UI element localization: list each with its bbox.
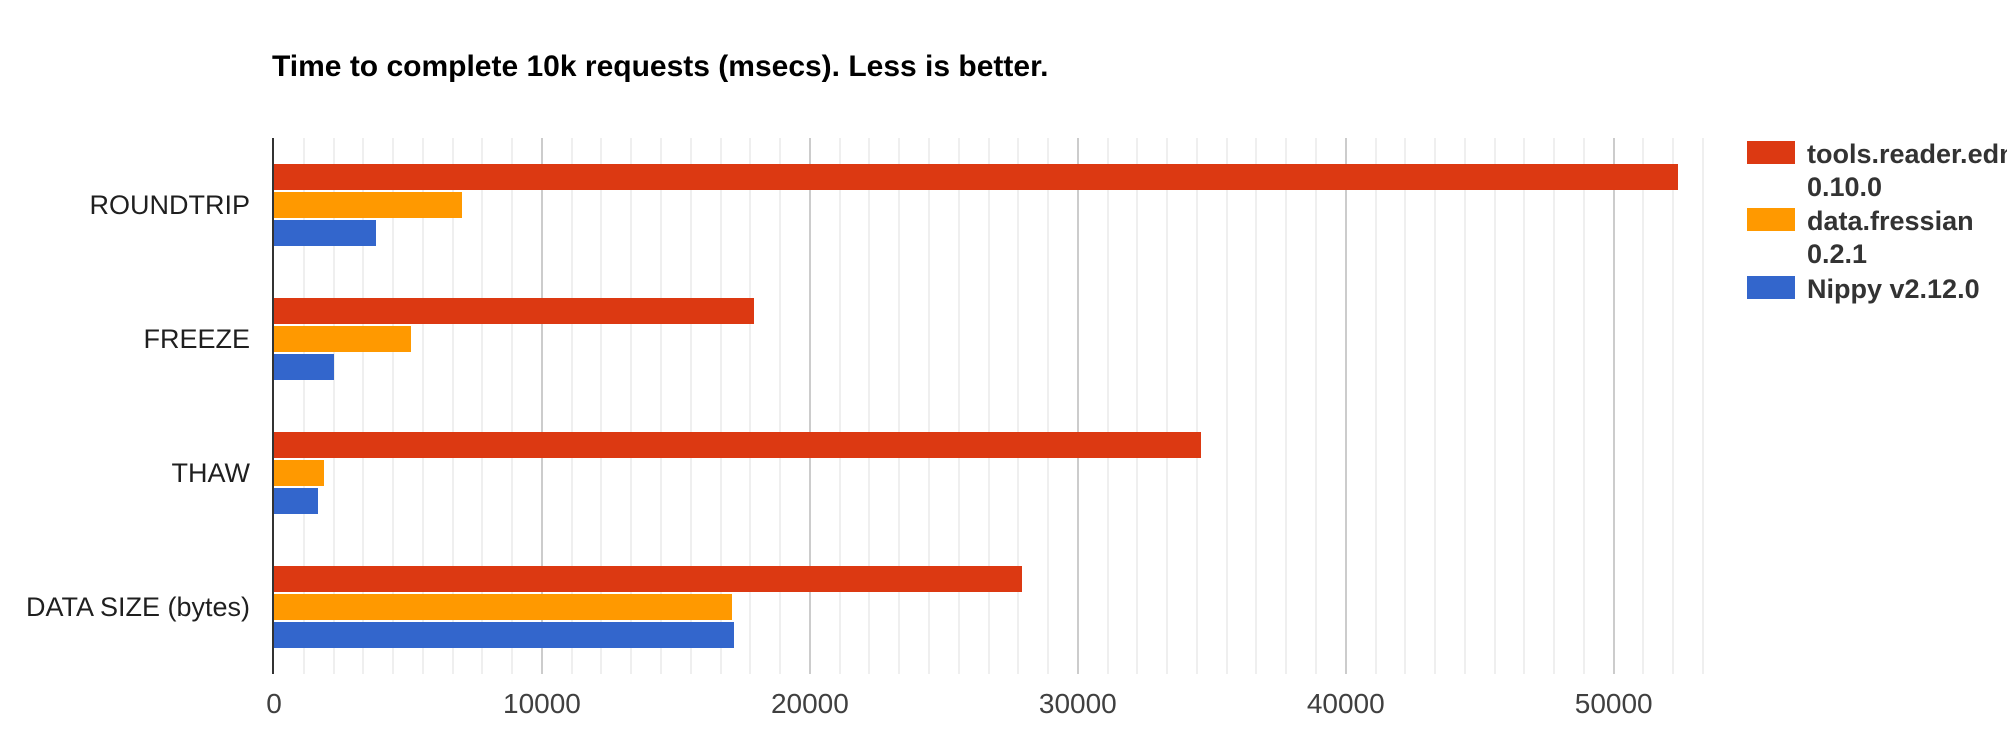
gridline-minor (600, 138, 603, 674)
legend-swatch-data-fressian-0-2-1 (1747, 208, 1795, 231)
gridline-minor (868, 138, 871, 674)
bar-data-size-bytes-nippy-v2-12-0[interactable] (274, 622, 734, 648)
legend-label: Nippy v2.12.0 (1807, 273, 1980, 306)
gridline-major (540, 138, 543, 674)
gridline-minor (1047, 138, 1050, 674)
gridline-minor (1255, 138, 1258, 674)
bar-freeze-tools-reader-edn-0-10-0[interactable] (274, 298, 754, 324)
gridline-major (1076, 138, 1079, 674)
gridline-minor (1166, 138, 1169, 674)
gridline-minor (1285, 138, 1288, 674)
gridline-minor (1136, 138, 1139, 674)
gridline-minor (898, 138, 901, 674)
gridline-minor (779, 138, 782, 674)
category-label-thaw: THAW (171, 458, 250, 488)
gridline-minor (302, 138, 305, 674)
gridline-minor (987, 138, 990, 674)
gridline-minor (451, 138, 454, 674)
x-tick-label-0: 0 (266, 688, 282, 719)
legend-label-line: Nippy v2.12.0 (1807, 274, 1980, 304)
gridline-minor (1017, 138, 1020, 674)
gridline-minor (749, 138, 752, 674)
category-label-data-size-bytes: DATA SIZE (bytes) (25, 592, 250, 622)
gridline-minor (630, 138, 633, 674)
gridline-minor (1493, 138, 1496, 674)
x-tick-label-40000: 40000 (1306, 688, 1385, 719)
legend-label-line: 0.2.1 (1807, 239, 1868, 269)
legend-label-line: tools.reader.edn (1807, 139, 2007, 169)
gridline-minor (719, 138, 722, 674)
category-label-roundtrip: ROUNDTRIP (89, 190, 251, 220)
legend-label: tools.reader.edn 0.10.0 (1807, 138, 2007, 204)
gridline-major (808, 138, 811, 674)
bar-roundtrip-data-fressian-0-2-1[interactable] (274, 192, 462, 218)
gridline-minor (332, 138, 335, 674)
legend-swatch-tools-reader-edn-0-10-0 (1747, 141, 1795, 164)
chart-title: Time to complete 10k requests (msecs). L… (272, 50, 1049, 83)
category-label-freeze: FREEZE (143, 324, 250, 354)
gridline-minor (1225, 138, 1228, 674)
gridline-minor (1582, 138, 1585, 674)
gridline-minor (689, 138, 692, 674)
bar-freeze-nippy-v2-12-0[interactable] (274, 354, 335, 380)
bar-thaw-nippy-v2-12-0[interactable] (274, 488, 319, 514)
gridline-minor (1702, 138, 1704, 674)
gridline-major (1344, 138, 1347, 674)
gridline-major (1612, 138, 1615, 674)
gridline-minor (481, 138, 484, 674)
legend-label: data.fressian 0.2.1 (1807, 205, 1974, 271)
x-tick-label-20000: 20000 (770, 688, 849, 719)
gridline-minor (392, 138, 395, 674)
gridline-minor (1106, 138, 1109, 674)
legend-item-nippy-v2-12-0: Nippy v2.12.0 (1747, 273, 1980, 306)
gridline-minor (570, 138, 573, 674)
gridline-minor (1523, 138, 1526, 674)
bar-freeze-data-fressian-0-2-1[interactable] (274, 326, 411, 352)
gridline-minor (1553, 138, 1556, 674)
gridline-minor (1672, 138, 1675, 674)
bar-thaw-tools-reader-edn-0-10-0[interactable] (274, 432, 1202, 458)
bar-roundtrip-nippy-v2-12-0[interactable] (274, 220, 376, 246)
x-tick-label-30000: 30000 (1038, 688, 1117, 719)
gridline-minor (1314, 138, 1317, 674)
gridline-minor (957, 138, 960, 674)
gridline-minor (838, 138, 841, 674)
legend-label-line: data.fressian (1807, 206, 1974, 236)
bar-roundtrip-tools-reader-edn-0-10-0[interactable] (274, 164, 1678, 190)
bar-data-size-bytes-tools-reader-edn-0-10-0[interactable] (274, 566, 1022, 592)
gridline-minor (1463, 138, 1466, 674)
gridline-minor (511, 138, 514, 674)
legend-swatch-nippy-v2-12-0 (1747, 276, 1795, 299)
gridline-minor (1434, 138, 1437, 674)
gridline-minor (1404, 138, 1407, 674)
legend-label-line: 0.10.0 (1807, 172, 1883, 202)
legend: tools.reader.edn 0.10.0 data.fressian 0.2.1… (1747, 0, 2007, 754)
legend-item-tools-reader-edn-0-10-0: tools.reader.edn 0.10.0 (1747, 138, 2007, 204)
gridline-minor (421, 138, 424, 674)
bar-thaw-data-fressian-0-2-1[interactable] (274, 460, 324, 486)
y-axis-line (272, 138, 274, 674)
gridline-minor (362, 138, 365, 674)
x-tick-label-10000: 10000 (503, 688, 581, 719)
plot-area (274, 138, 1704, 674)
legend-item-data-fressian-0-2-1: data.fressian 0.2.1 (1747, 205, 1974, 271)
gridline-minor (1642, 138, 1645, 674)
gridline-minor (1195, 138, 1198, 674)
bar-data-size-bytes-data-fressian-0-2-1[interactable] (274, 594, 733, 620)
gridline-minor (927, 138, 930, 674)
x-tick-label-50000: 50000 (1574, 688, 1653, 719)
gridline-minor (660, 138, 663, 674)
gridline-minor (1374, 138, 1377, 674)
